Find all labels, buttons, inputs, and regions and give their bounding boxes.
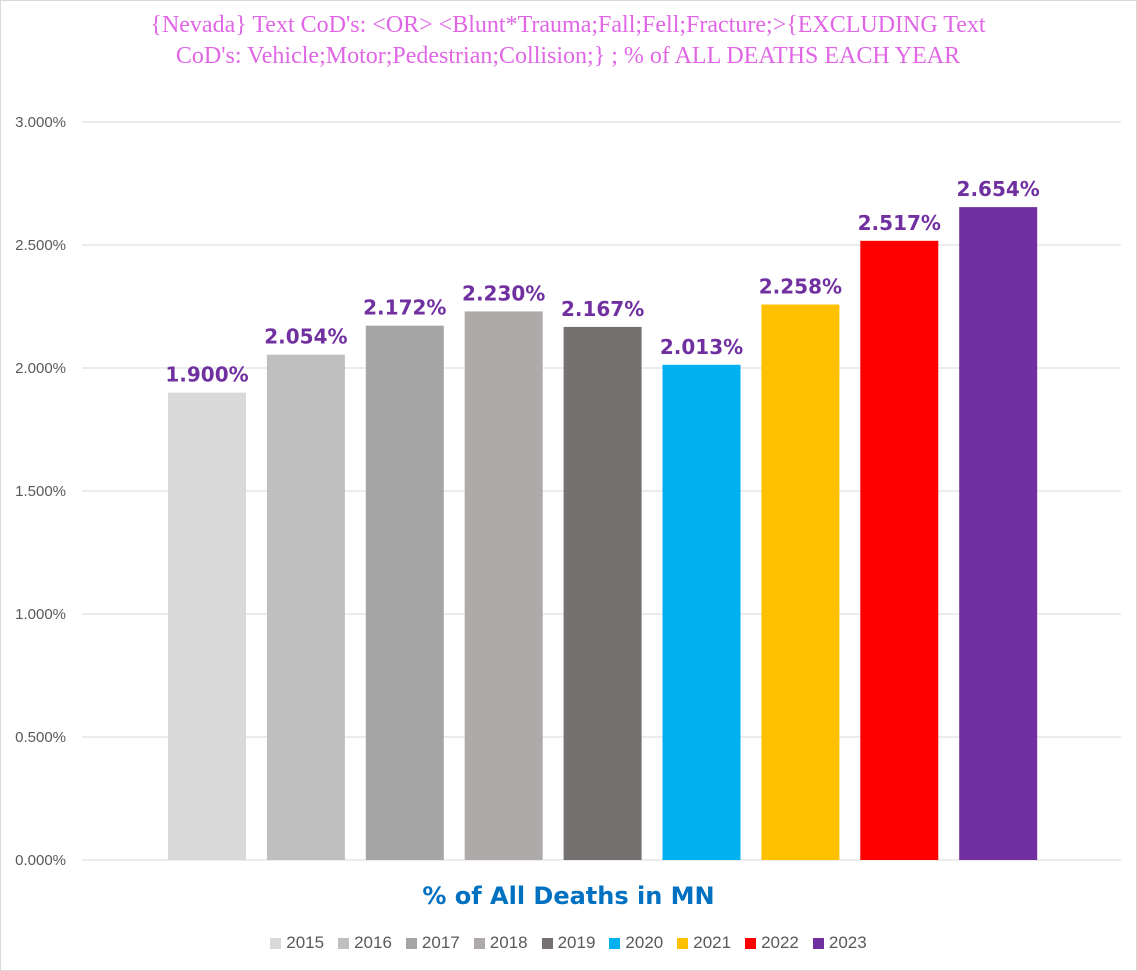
bar-2021 [761,304,840,861]
data-label-2021: 2.258% [759,275,842,299]
legend-swatch [338,937,350,949]
legend-item-2023: 2023 [812,933,867,953]
legend-swatch [270,937,282,949]
data-label-2020: 2.013% [660,335,743,359]
bar-2015 [168,392,246,860]
legend-item-2018: 2018 [473,933,528,953]
data-label-2023: 2.654% [957,177,1040,201]
bar-2023 [959,207,1038,861]
legend-label: 2022 [761,933,799,952]
legend-swatch [745,937,757,949]
legend-swatch [405,937,417,949]
bar-2019 [563,326,642,861]
bar-2020 [662,364,741,860]
legend-swatch [541,937,553,949]
x-axis-label: % of All Deaths in MN [422,882,715,910]
legend-swatch [812,937,824,949]
legend-item-2017: 2017 [405,933,460,953]
legend-label: 2019 [557,933,596,952]
bar-2018 [464,311,543,860]
legend-swatch [609,937,621,949]
legend-label: 2018 [489,933,528,952]
data-label-2022: 2.517% [858,211,941,235]
y-tick-label: 2.500% [15,237,66,254]
y-tick-label: 0.500% [15,729,66,746]
legend-label: 2017 [421,933,460,952]
data-label-2018: 2.230% [462,281,545,305]
legend-item-2022: 2022 [745,933,799,953]
legend-label: 2023 [828,933,867,952]
y-tick-label: 2.000% [15,360,66,377]
legend-swatch [677,937,689,949]
legend-swatch [473,937,485,949]
y-tick-label: 1.500% [15,483,66,500]
bar-2016 [266,354,345,860]
legend-item-2020: 2020 [609,933,663,953]
data-label-2017: 2.172% [363,296,446,320]
legend-label: 2021 [693,933,732,952]
y-tick-label: 3.000% [15,114,66,131]
legend-label: 2015 [286,933,325,952]
chart-legend: 2015 2016 2017 2018 2019 2020 2021 2022 2023 [0,933,1137,953]
data-label-2016: 2.054% [264,325,347,349]
legend-item-2019: 2019 [541,933,596,953]
legend-label: 2020 [625,933,664,952]
data-label-2019: 2.167% [561,297,644,321]
legend-item-2021: 2021 [677,933,731,953]
legend-item-2015: 2015 [270,933,324,953]
y-tick-label: 0.000% [15,852,66,869]
y-tick-label: 1.000% [15,606,66,623]
bar-2017 [365,325,444,860]
legend-item-2016: 2016 [338,933,392,953]
chart-title: {Nevada} Text CoD's: <OR> <Blunt*Trauma;… [150,12,986,69]
data-label-2015: 1.900% [165,363,248,387]
legend-label: 2016 [354,933,392,952]
bar-2022 [860,240,939,860]
